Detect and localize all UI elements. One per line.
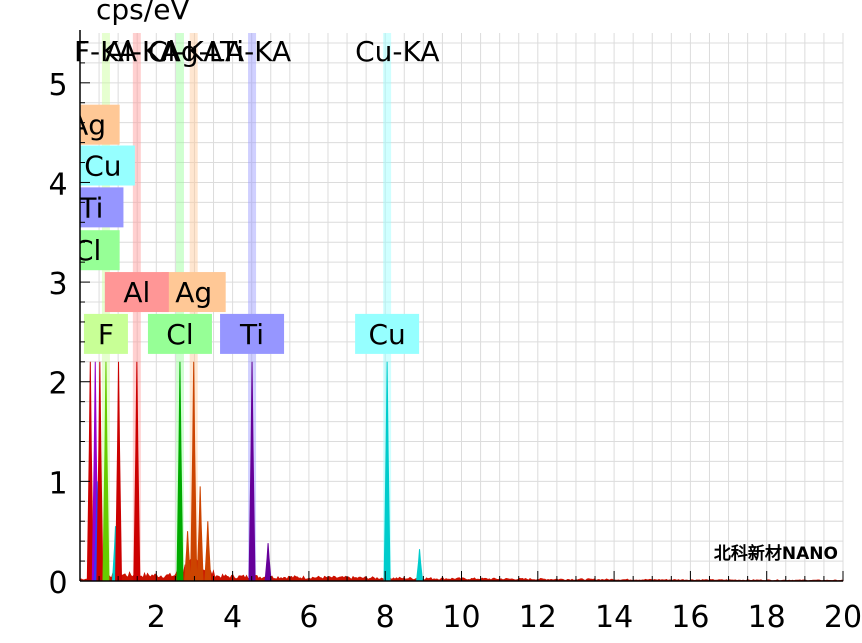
element-box-label: Ti — [78, 191, 103, 224]
element-box-label: Al — [123, 276, 150, 309]
line-label-cu-ka: Cu-KA — [355, 35, 439, 68]
element-box-al — [104, 272, 169, 313]
line-label-al-ka: Al-KA — [105, 35, 179, 68]
grid — [79, 33, 844, 582]
element-box-cu — [70, 145, 135, 186]
y-unit-label: cps/eV — [96, 0, 190, 26]
x-tick-label: 14 — [595, 600, 633, 635]
x-tick-label: 18 — [748, 600, 786, 635]
line-label-ti-ka: Ti-KA — [219, 35, 291, 68]
y-tick-label: 5 — [48, 68, 67, 103]
y-tick-label: 4 — [48, 167, 67, 202]
peak-14 — [264, 543, 272, 582]
axes — [79, 30, 844, 582]
y-tick-label: 0 — [48, 566, 67, 601]
marker-line-cu — [383, 33, 392, 581]
element-box-cu — [355, 313, 420, 354]
y-tick-label: 1 — [48, 466, 67, 501]
element-box-label: Cl — [166, 318, 193, 351]
left-margin — [0, 0, 80, 643]
x-tick-label: 4 — [223, 600, 242, 635]
element-box-ti — [220, 313, 285, 354]
y-tick-label: 2 — [48, 367, 67, 402]
marker-line-ti — [248, 33, 257, 581]
line-label-cl-ka: Cl-KA — [148, 35, 222, 68]
x-tick-label: 16 — [671, 600, 709, 635]
x-tick-label: 8 — [376, 600, 395, 635]
y-tick-label: 3 — [48, 267, 67, 302]
x-tick-label: 6 — [299, 600, 318, 635]
element-box-label: Cu — [368, 318, 405, 351]
element-box-label: Ag — [175, 276, 212, 309]
x-tick-label: 10 — [442, 600, 480, 635]
element-box-f — [83, 313, 128, 354]
peak-3 — [96, 361, 104, 582]
x-tick-label: 2 — [147, 600, 166, 635]
x-tick-label: 20 — [824, 600, 862, 635]
element-box-ag — [161, 272, 226, 313]
line-label-ag-la: Ag-LA — [162, 35, 244, 68]
x-tick-label: 12 — [519, 600, 557, 635]
element-box-label: F — [98, 318, 114, 351]
element-box-label: Ti — [239, 318, 264, 351]
peak-11 — [196, 486, 204, 582]
peak-9 — [184, 531, 192, 582]
peak-6 — [115, 361, 123, 582]
peak-12 — [204, 521, 212, 582]
watermark: 北科新材NANO — [714, 543, 838, 564]
spectrum-peaks — [86, 361, 424, 582]
element-box-cl — [147, 313, 212, 354]
peak-16 — [415, 549, 424, 582]
element-box-label: Cu — [84, 150, 121, 183]
